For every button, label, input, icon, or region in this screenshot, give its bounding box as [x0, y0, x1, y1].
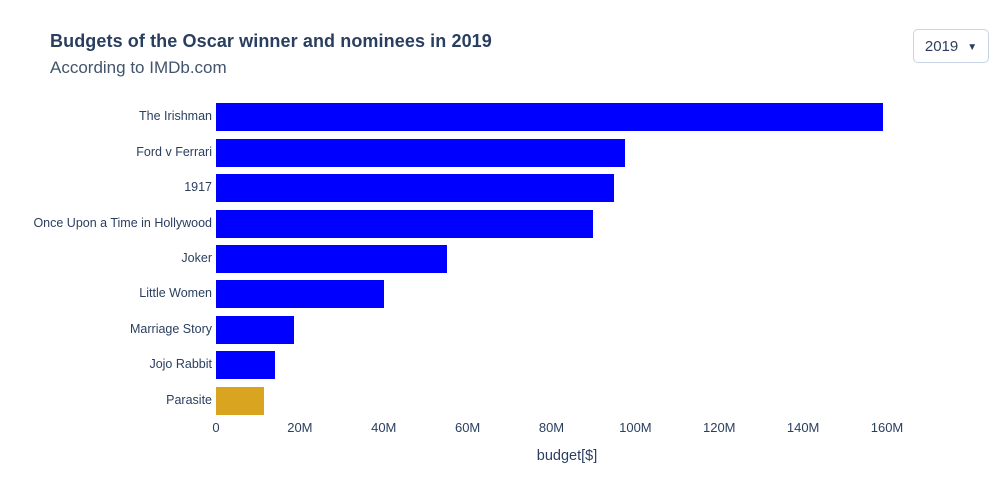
x-axis-tick-label: 140M	[786, 420, 820, 435]
x-axis-tick-label: 100M	[619, 420, 652, 435]
category-label: The Irishman	[139, 109, 212, 124]
x-axis-tick-label: 60M	[454, 420, 481, 435]
x-axis-tick-label: 80M	[538, 420, 565, 435]
category-label: Jojo Rabbit	[149, 357, 212, 372]
chart-subtitle: According to IMDb.com	[50, 58, 227, 77]
category-label: 1917	[184, 180, 212, 195]
year-dropdown[interactable]: 2019 ▼	[913, 29, 989, 63]
category-label: Marriage Story	[130, 321, 212, 336]
category-label: Little Women	[139, 286, 212, 301]
x-axis-tick-label: 120M	[702, 420, 736, 435]
category-label: Parasite	[166, 392, 212, 407]
bar-parasite[interactable]	[216, 386, 264, 415]
bar-marriage-story[interactable]	[216, 315, 294, 344]
bar-the-irishman[interactable]	[216, 103, 883, 132]
bar-once-upon-a-time-in-hollywood[interactable]	[216, 209, 594, 238]
category-label: Once Upon a Time in Hollywood	[33, 215, 212, 230]
category-label: Ford v Ferrari	[136, 144, 212, 159]
x-axis-tick-label: 0	[212, 420, 220, 435]
x-axis-tick-label: 20M	[287, 420, 313, 435]
chart-title: Budgets of the Oscar winner and nominees…	[50, 31, 492, 51]
bar-joker[interactable]	[216, 244, 447, 273]
category-label: Joker	[181, 250, 212, 265]
chevron-down-icon: ▼	[967, 41, 978, 53]
bar-ford-v-ferrari[interactable]	[216, 138, 626, 167]
bar-1917[interactable]	[216, 174, 615, 203]
x-axis-title: budget[$]	[536, 448, 598, 464]
bar-jojo-rabbit[interactable]	[216, 351, 275, 380]
bar-little-women[interactable]	[216, 280, 384, 309]
year-dropdown-value: 2019	[924, 37, 959, 55]
x-axis-tick-label: 40M	[371, 420, 397, 435]
x-axis-tick-label: 160M	[870, 420, 904, 435]
